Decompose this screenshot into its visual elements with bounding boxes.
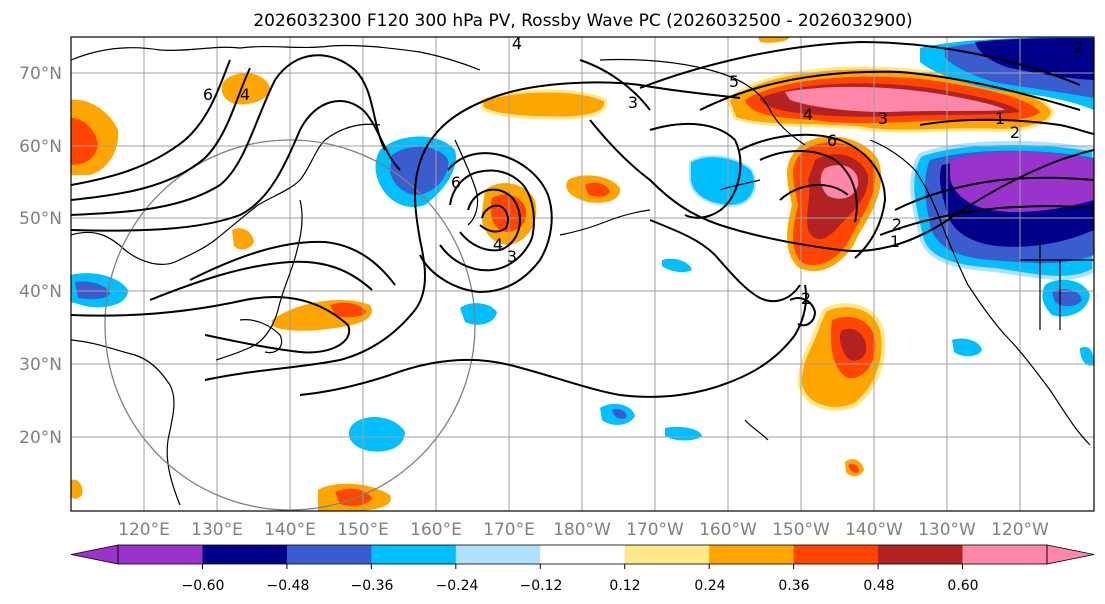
contour-labels: 4 6 4 6 5 3 4 3 1 2 6 2 1 4 3 2 2 [203,34,1083,308]
colorbar-tick-label: −0.12 [520,578,563,594]
colorbar-frame [117,544,1048,565]
lon-label: 120°W [991,520,1049,540]
colorbar-tick-label: 0.36 [778,578,809,594]
graticule [71,37,1094,511]
contour-label: 6 [203,85,213,104]
contour-label: 5 [729,72,739,91]
lon-label: 150°E [337,520,389,540]
colorbar-cell [793,545,879,564]
colorbar-tick-label: 0.60 [947,578,978,594]
contour-label: 1 [995,109,1005,128]
longitude-labels: 120°E 130°E 140°E 150°E 160°E 170°E 180°… [118,520,1049,540]
colorbar-cell [624,545,710,564]
colorbar-cell [202,545,288,564]
lat-label: 30°N [19,355,62,375]
colorbar-tick-label: 0.24 [694,578,725,594]
colorbar-cell [118,545,203,564]
contour-label: 6 [451,173,461,192]
contour-label: 4 [803,105,813,124]
colorbar-tick-label: −0.24 [436,578,479,594]
lon-label: 130°E [191,520,243,540]
lon-label: 160°E [410,520,462,540]
map-frame [70,36,1095,512]
shading-west-positive [221,73,270,105]
contour-label: 2 [1073,38,1083,57]
lon-label: 150°W [772,520,830,540]
colorbar-cell [709,545,795,564]
colorbar-cell [540,545,626,564]
contour-label: 3 [507,247,517,266]
lon-label: 130°W [918,520,976,540]
colorbar: −0.60 −0.48 −0.36 −0.24 −0.12 0.12 0.24 … [70,544,1095,594]
lat-label: 70°N [19,64,62,84]
lon-label: 120°E [118,520,170,540]
contour-label: 4 [240,85,250,104]
colorbar-cell [878,545,964,564]
shading-bering-positive [480,89,608,120]
colorbar-cell [455,545,541,564]
latitude-labels: 70°N 60°N 50°N 40°N 30°N 20°N [19,64,62,448]
contour-label: 4 [512,34,522,53]
contour-label: 4 [493,235,503,254]
pv-contours [71,40,1094,398]
lat-label: 50°N [19,209,62,229]
colorbar-under-arrow [70,544,119,565]
colorbar-tick-label: −0.48 [267,578,310,594]
contour-label: 1 [890,232,900,251]
lon-label: 180°W [553,520,611,540]
contour-label: 3 [878,109,888,128]
colorbar-tick-labels: −0.60 −0.48 −0.36 −0.24 −0.12 0.12 0.24 … [182,578,979,594]
lat-label: 40°N [19,282,62,302]
colorbar-tick-label: −0.36 [351,578,394,594]
contour-label: 2 [1010,123,1020,142]
lon-label: 140°W [845,520,903,540]
lat-label: 60°N [19,137,62,157]
shading-small-negative-1 [460,303,497,325]
colorbar-tick-label: 0.12 [609,578,640,594]
colorbar-cell [962,545,1048,564]
lat-label: 20°N [19,428,62,448]
contour-label: 3 [628,93,638,112]
colorbar-tick-label: −0.60 [182,578,225,594]
lon-label: 170°E [483,520,535,540]
lon-label: 160°W [699,520,757,540]
figure-title: 2026032300 F120 300 hPa PV, Rossby Wave … [253,11,912,31]
radius-circle [104,139,476,511]
contour-label: 6 [827,131,837,150]
colorbar-tick-label: 0.48 [863,578,894,594]
contour-label: 2 [892,215,902,234]
map-panel: 4 6 4 6 5 3 4 3 1 2 6 2 1 4 3 2 2 [71,34,1094,511]
contour-label: 2 [801,289,811,308]
colorbar-cell [286,545,372,564]
lon-label: 170°W [626,520,684,540]
colorbar-ticks [201,564,964,569]
pv-shading [71,37,1094,511]
colorbar-cell [371,545,457,564]
shading-aleutian-negative [689,155,757,208]
colorbar-cells [118,545,1048,564]
colorbar-over-arrow [1046,544,1095,565]
lon-label: 140°E [264,520,316,540]
